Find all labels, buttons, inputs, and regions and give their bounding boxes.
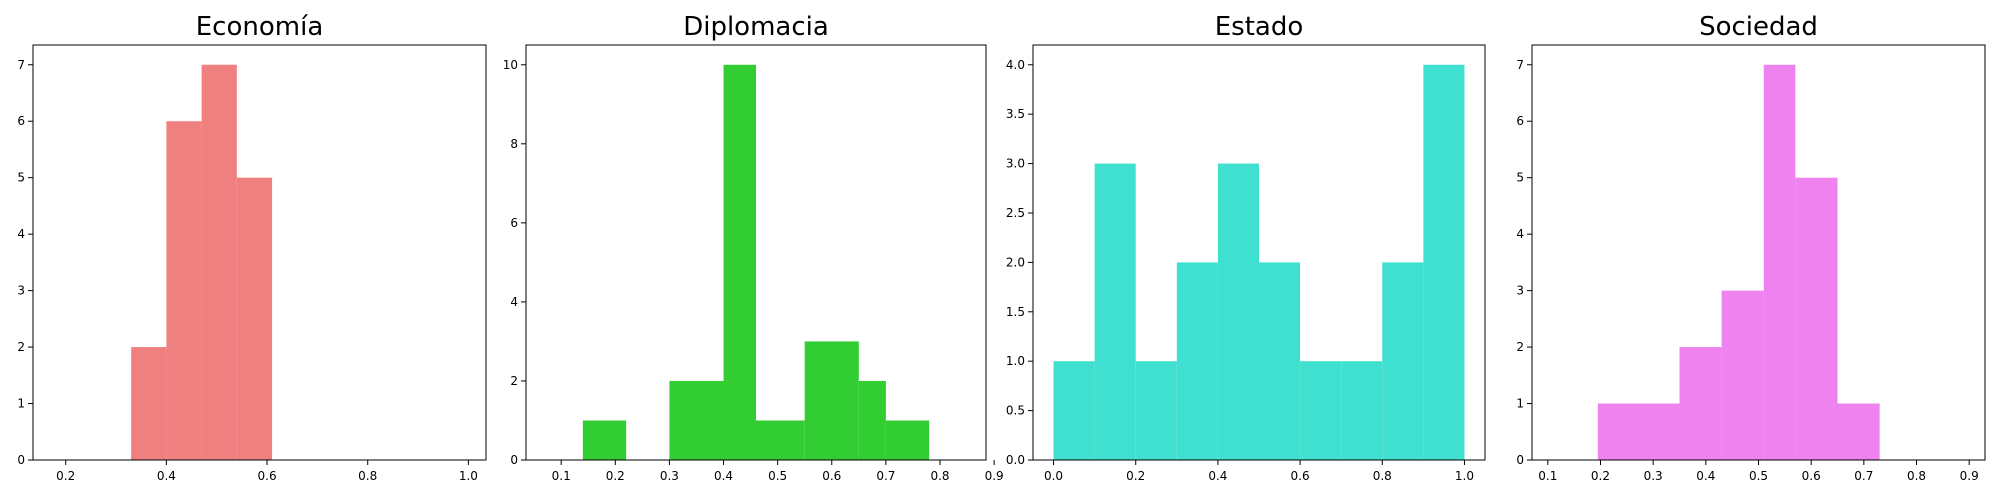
chart-panel-3: 0.0 0.2 0.4 0.6 0.8 1.0 0.0 0.5 1.0 1.5 2.0 2.5 3.0 3… (1006, 12, 1486, 483)
x-tick-label: 1.0 (459, 469, 478, 483)
x-tick-label: 0.4 (1208, 469, 1227, 483)
y-tick-label: 8 (510, 137, 518, 151)
y-tick-label: 2 (17, 340, 25, 354)
chart-panel-1: 0.2 0.4 0.6 0.8 1.0 0 1 2 3 4 5 6 7 Economía (17, 12, 487, 483)
x-tick-label: 1.0 (1455, 469, 1474, 483)
x-tick-label: 0.4 (1696, 469, 1715, 483)
chart-title: Diplomacia (683, 12, 829, 42)
histogram-bar (131, 347, 167, 460)
axes-frame (32, 44, 487, 461)
y-tick-label: 4 (510, 295, 518, 309)
x-tick-label: 0.4 (714, 469, 733, 483)
y-tick-label: 4 (1516, 227, 1524, 241)
x-tick-label: 0.5 (1749, 469, 1768, 483)
axes-frame (1032, 44, 1486, 461)
axes-frame (525, 44, 987, 461)
y-tick-label: 1.5 (1006, 305, 1025, 319)
x-tick-label: 0.8 (930, 469, 949, 483)
x-tick-label: 0.7 (1854, 469, 1873, 483)
x-tick-label: 0.7 (876, 469, 895, 483)
histogram-bar (1259, 262, 1301, 460)
histogram-bar (804, 341, 859, 460)
histogram-bar (582, 420, 627, 460)
histogram-bar (1763, 64, 1796, 460)
histogram-bar (1679, 347, 1722, 460)
x-tick-label: 0.1 (1538, 469, 1557, 483)
y-tick-label: 5 (17, 171, 25, 185)
histogram-bar (1837, 403, 1880, 460)
x-tick-label: 0.6 (1802, 469, 1821, 483)
histogram-bar (201, 64, 237, 460)
histogram-bar (1597, 403, 1680, 460)
y-tick-label: 6 (510, 216, 518, 230)
y-tick-label: 4 (17, 227, 25, 241)
y-tick-label: 1 (1516, 397, 1524, 411)
histogram-bar (1135, 361, 1177, 460)
x-tick-label: 0.6 (258, 469, 277, 483)
x-tick-label: 0.9 (985, 469, 1004, 483)
y-tick-label: 2.5 (1006, 206, 1025, 220)
histogram-bar (1721, 290, 1764, 460)
y-tick-label: 2 (1516, 340, 1524, 354)
x-tick-label: 0.6 (822, 469, 841, 483)
histogram-bar (669, 380, 724, 460)
chart-title: Economía (196, 12, 324, 42)
y-tick-label: 3 (1516, 284, 1524, 298)
x-tick-label: 0.6 (1291, 469, 1310, 483)
histogram-bar (1382, 262, 1424, 460)
histogram-bar (1423, 64, 1465, 460)
y-tick-label: 3.0 (1006, 157, 1025, 171)
y-tick-label: 6 (1516, 114, 1524, 128)
x-tick-label: 0.3 (660, 469, 679, 483)
x-tick-label: 0.8 (1373, 469, 1392, 483)
histogram-bar (885, 420, 930, 460)
histogram-bar (723, 64, 756, 460)
y-tick-label: 6 (17, 114, 25, 128)
y-tick-label: 0.0 (1006, 453, 1025, 467)
histogram-bar (236, 177, 273, 460)
y-tick-label: 2.0 (1006, 255, 1025, 269)
x-tick-label: 0.3 (1644, 469, 1663, 483)
x-tick-label: 0.2 (1591, 469, 1610, 483)
y-tick-label: 0.5 (1006, 404, 1025, 418)
histogram-bar (1300, 361, 1342, 460)
chart-panel-2: 0.1 0.2 0.3 0.4 0.5 0.6 0.7 0.8 0.9 0 2 4 6 8 10 Diplom… (503, 12, 1004, 483)
x-tick-label: 0.4 (157, 469, 176, 483)
y-tick-label: 4.0 (1006, 58, 1025, 72)
y-tick-label: 5 (1516, 171, 1524, 185)
chart-title: Sociedad (1699, 12, 1818, 42)
y-tick-label: 2 (510, 374, 518, 388)
chart-panel-4: 0.1 0.2 0.3 0.4 0.5 0.6 0.7 0.8 0.9 0 1 2 3 4 5 6 7 Socie… (1516, 12, 1986, 483)
x-tick-label: 0.8 (1907, 469, 1926, 483)
x-tick-label: 0.0 (1044, 469, 1063, 483)
y-tick-label: 0 (510, 453, 518, 467)
y-tick-label: 3.5 (1006, 107, 1025, 121)
histogram-bar (1176, 262, 1218, 460)
y-tick-label: 0 (1516, 453, 1524, 467)
x-tick-label: 0.2 (1126, 469, 1145, 483)
histogram-bar (166, 121, 202, 460)
y-tick-label: 7 (17, 58, 25, 72)
y-tick-label: 1 (17, 397, 25, 411)
x-tick-label: 0.2 (606, 469, 625, 483)
chart-title: Estado (1215, 12, 1304, 42)
y-tick-label: 1.0 (1006, 354, 1025, 368)
histogram-bar (1094, 163, 1136, 461)
histogram-bar (858, 380, 886, 460)
x-tick-label: 0.8 (358, 469, 377, 483)
histogram-bar (1217, 163, 1259, 461)
y-tick-label: 0 (17, 453, 25, 467)
x-tick-label: 0.1 (552, 469, 571, 483)
x-tick-label: 0.9 (1960, 469, 1979, 483)
y-tick-label: 7 (1516, 58, 1524, 72)
y-tick-label: 10 (503, 58, 518, 72)
histogram-bar (1341, 361, 1383, 460)
histogram-bar (1795, 177, 1838, 460)
x-tick-label: 0.2 (56, 469, 75, 483)
histogram-bar (756, 420, 805, 460)
y-tick-label: 3 (17, 284, 25, 298)
histogram-bar (1053, 361, 1095, 460)
x-tick-label: 0.5 (768, 469, 787, 483)
